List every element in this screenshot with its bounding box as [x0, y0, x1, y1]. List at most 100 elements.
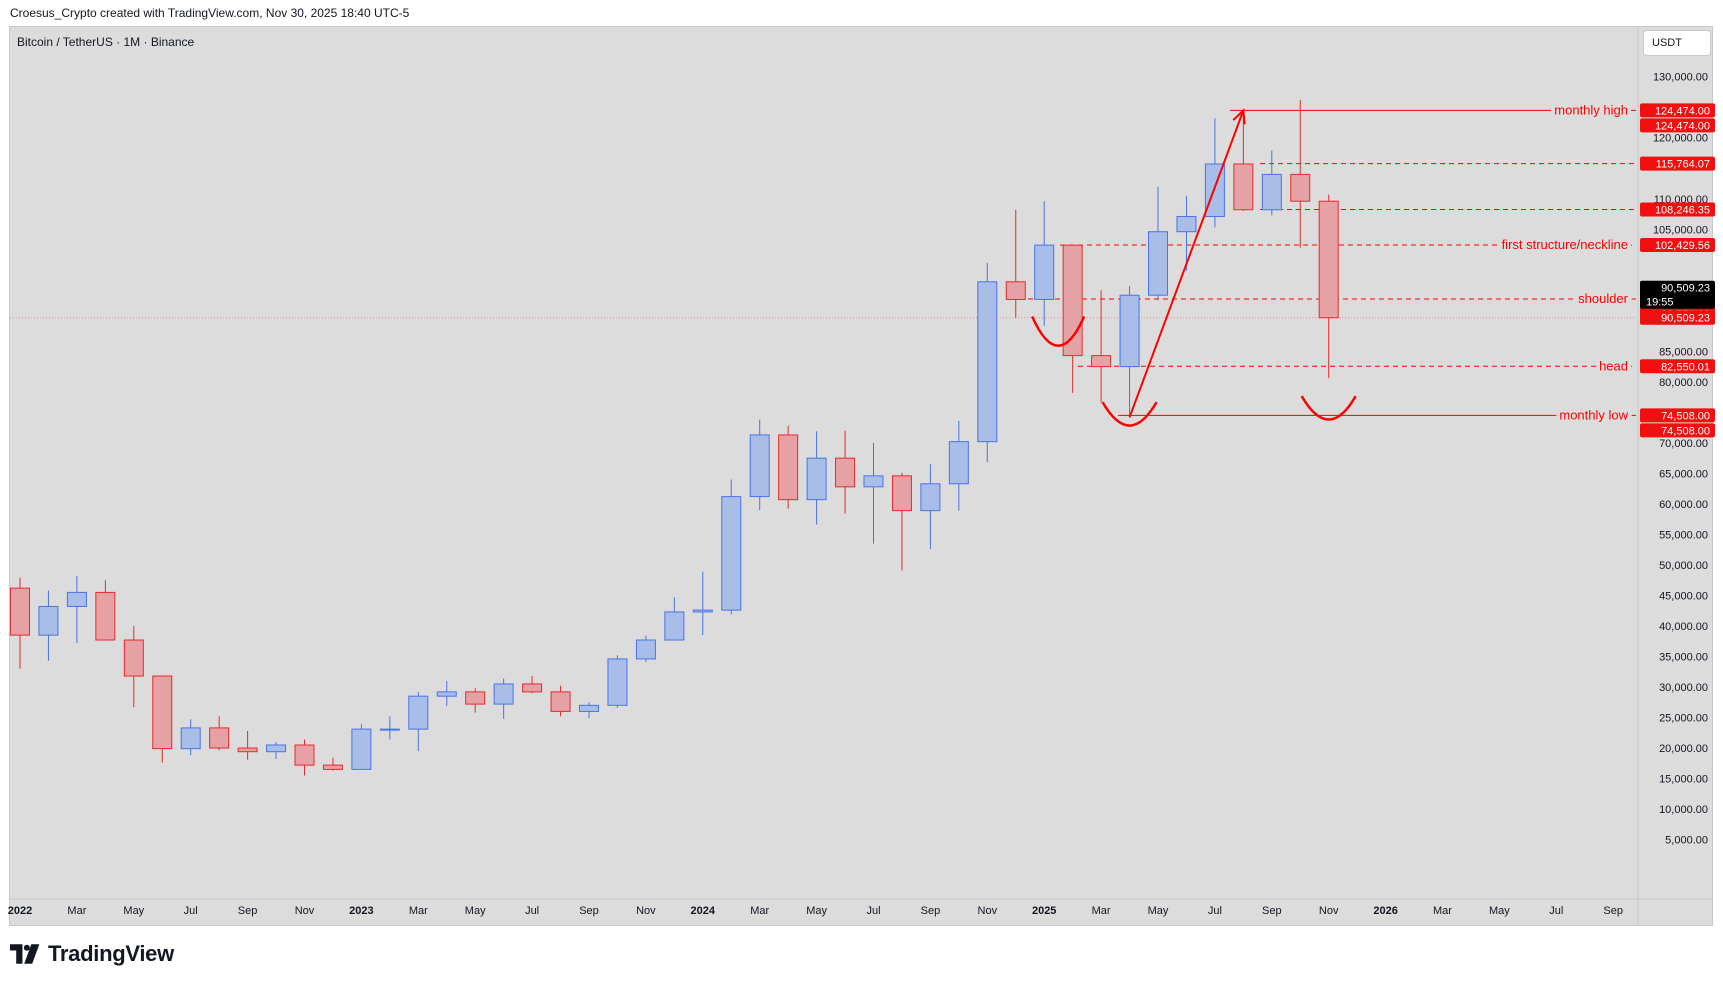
candle-body [493, 683, 514, 705]
price-badge-bg [1640, 103, 1715, 118]
price-badge: 108,246.35 [1640, 202, 1715, 217]
level-label-bg [1575, 291, 1632, 307]
candle [1204, 118, 1225, 228]
price-badge: 90,509.23 [1640, 310, 1715, 325]
candle-body [522, 683, 543, 693]
candle [465, 688, 486, 713]
candle-body [351, 728, 372, 770]
candle [209, 716, 230, 751]
plot-area [10, 99, 1636, 776]
candle [635, 635, 656, 662]
candle [721, 479, 742, 615]
level-label: first structure/neckline [1502, 237, 1628, 252]
level-label: monthly low [1559, 407, 1628, 422]
x-tick-label: Mar [1433, 905, 1452, 917]
candle-body [1318, 200, 1339, 319]
candle-body [294, 744, 315, 766]
candle-body [322, 764, 343, 770]
x-tick-label: Nov [978, 905, 998, 917]
candle-body [550, 691, 571, 712]
y-tick-label: 10,000.00 [1659, 804, 1708, 816]
price-badge: 74,508.00 [1640, 408, 1715, 423]
x-tick-label: Jul [1208, 905, 1222, 917]
candle [550, 685, 571, 717]
x-tick-label: Sep [1603, 905, 1623, 917]
symbol-label[interactable]: Bitcoin / TetherUS · 1M · Binance [17, 35, 195, 49]
x-tick-label: Sep [921, 905, 941, 917]
tradingview-logo[interactable]: TradingView [10, 941, 174, 967]
candle-body [465, 691, 486, 705]
candle-body [1034, 244, 1055, 300]
x-tick-label: Jul [1549, 905, 1563, 917]
trend-arrow [1128, 110, 1245, 418]
candle [664, 597, 685, 641]
candle-body [778, 434, 799, 501]
x-tick-label: Mar [409, 905, 428, 917]
price-badge: 124,474.00 [1640, 118, 1715, 133]
price-badge-bg [1640, 423, 1715, 438]
candle [607, 655, 628, 708]
y-tick-label: 5,000.00 [1665, 835, 1708, 847]
last-price-badge: 90,509.23 19:55 [1640, 280, 1715, 309]
x-tick-label: May [806, 905, 827, 917]
candle [123, 625, 144, 708]
x-tick-label: May [465, 905, 486, 917]
candle-body [1062, 244, 1083, 357]
trend-arrow-head [1232, 108, 1246, 125]
y-tick-label: 40,000.00 [1659, 621, 1708, 633]
x-tick-label: Sep [1262, 905, 1282, 917]
candle [266, 741, 287, 760]
y-tick-label: 30,000.00 [1659, 682, 1708, 694]
level-label-bg [1596, 358, 1631, 374]
x-tick-label: Mar [1092, 905, 1111, 917]
candle [1233, 110, 1254, 211]
pattern-arc [1101, 401, 1158, 427]
candle [38, 590, 59, 661]
x-tick-label: Sep [238, 905, 258, 917]
candle [863, 442, 884, 544]
x-tick-label: 2026 [1373, 905, 1397, 917]
candle [379, 716, 400, 740]
currency-selector[interactable]: USDT [1643, 30, 1711, 56]
candle [1176, 195, 1197, 271]
candle-body [948, 441, 969, 485]
candle-body [180, 727, 201, 750]
price-badge-text: 115,764.07 [1656, 159, 1710, 171]
candle-body [38, 605, 59, 636]
pattern-arc [1031, 316, 1086, 347]
candle-body [123, 639, 144, 677]
candle [835, 430, 856, 514]
x-tick-label: 2024 [691, 905, 716, 917]
y-tick-label: 20,000.00 [1659, 743, 1708, 755]
price-badge-text: 82,550.01 [1661, 361, 1710, 373]
candle [1062, 244, 1083, 393]
price-badge: 124,474.00 [1640, 103, 1715, 118]
x-tick-label: Jul [866, 905, 880, 917]
level-label-bg [1551, 102, 1631, 118]
candle [1119, 286, 1140, 416]
candle-body [379, 728, 400, 731]
candle-body [209, 727, 230, 749]
level-label-bg [1556, 407, 1632, 423]
price-badge-text: 74,508.00 [1661, 410, 1710, 422]
y-tick-label: 55,000.00 [1659, 529, 1708, 541]
candle-body [1119, 294, 1140, 368]
y-tick-label: 80,000.00 [1659, 377, 1708, 389]
price-badge-text: 90,509.23 [1661, 313, 1710, 325]
candle [749, 419, 770, 511]
candle [294, 739, 315, 776]
candle-body [891, 475, 912, 512]
y-tick-label: 120,000.00 [1653, 133, 1708, 145]
price-badge-text: 124,474.00 [1655, 120, 1710, 132]
candle [1034, 201, 1055, 326]
y-tick-label: 15,000.00 [1659, 774, 1708, 786]
candle-body [66, 591, 87, 607]
candle [579, 702, 599, 719]
candle [1005, 209, 1026, 318]
y-tick-label: 35,000.00 [1659, 651, 1708, 663]
chart-pane[interactable] [9, 26, 1713, 926]
x-tick-label: Mar [67, 905, 86, 917]
price-badge-bg [1640, 408, 1715, 423]
x-tick-label: May [1489, 905, 1510, 917]
